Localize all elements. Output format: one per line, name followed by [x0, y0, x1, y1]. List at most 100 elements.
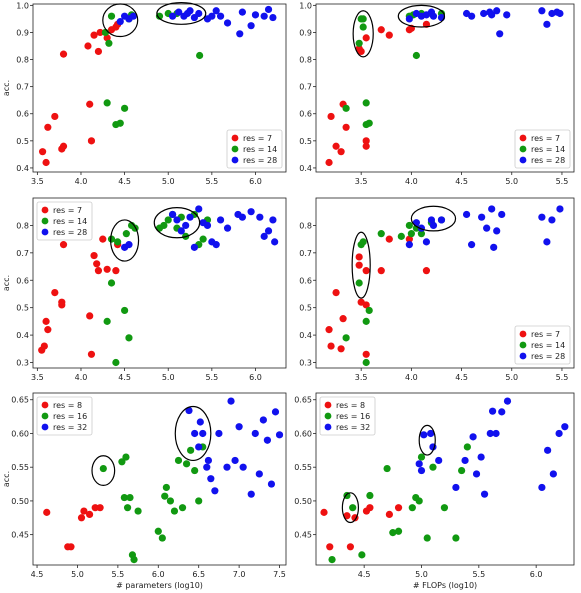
data-point [112, 358, 120, 367]
data-point [256, 213, 264, 221]
x-tick-label: 4.5 [118, 373, 131, 382]
data-point [264, 227, 273, 235]
data-point [260, 12, 268, 20]
data-point [412, 219, 420, 227]
data-point [42, 317, 50, 325]
legend-marker [519, 145, 527, 153]
x-tick-label: 4.5 [118, 177, 131, 186]
data-point [327, 112, 335, 121]
data-point [168, 12, 177, 20]
data-point [538, 7, 546, 15]
data-point [412, 224, 420, 232]
legend-marker [41, 206, 49, 214]
data-point [503, 397, 512, 405]
data-point [412, 51, 420, 60]
x-tick-label: 3.5 [31, 177, 44, 186]
data-point [543, 20, 551, 28]
x-tick-label: 6.0 [249, 177, 262, 186]
data-point [238, 8, 246, 16]
legend: res = 7 res = 14 res = 28 [514, 129, 571, 169]
data-point [239, 463, 247, 471]
data-point [452, 483, 460, 492]
data-point [196, 51, 204, 60]
data-point [158, 534, 166, 542]
data-point [346, 543, 354, 551]
data-point [51, 288, 59, 297]
data-point [325, 326, 333, 334]
data-point [118, 458, 126, 466]
data-point [174, 456, 183, 465]
data-point [538, 483, 546, 492]
data-point [99, 464, 107, 473]
highlight-ellipse [110, 219, 140, 262]
panel-2: 3.5 4.0 4.5 5.0 5.5 0.4 0.5 0.6 0.7 0.8 0.9 1.0 res … [299, 1, 575, 186]
highlight-ellipse [153, 206, 201, 239]
data-point [452, 534, 460, 542]
legend-marker [324, 401, 332, 409]
data-point [385, 510, 393, 519]
legend-label: res = 7 [531, 134, 560, 143]
legend-marker [41, 412, 49, 420]
x-tick-label: 5.0 [505, 373, 518, 382]
legend-box [36, 396, 93, 436]
data-point [480, 490, 489, 498]
y-tick-label: 0.65 [294, 396, 312, 405]
legend-box [226, 129, 283, 169]
data-point [332, 288, 340, 297]
data-point [107, 235, 116, 243]
data-point [477, 453, 485, 461]
legend-marker [41, 217, 49, 225]
data-point [415, 497, 423, 505]
data-point [320, 508, 328, 516]
data-point [170, 507, 179, 515]
x-tick-label: 5.5 [112, 570, 125, 579]
x-tick-label: 3.5 [355, 373, 368, 382]
legend-label: res = 14 [531, 145, 565, 154]
data-point [377, 267, 385, 275]
data-point [422, 267, 431, 275]
y-tick-label: 0.3 [299, 359, 312, 368]
data-point [125, 334, 133, 342]
legend-marker [519, 156, 527, 164]
data-point [342, 123, 350, 131]
data-point [161, 492, 169, 500]
data-point [405, 241, 413, 249]
data-point [362, 267, 370, 275]
data-point [59, 241, 68, 249]
data-point [359, 23, 367, 31]
x-tick-label: 5.0 [505, 177, 518, 186]
data-point [227, 397, 235, 405]
data-point [251, 11, 260, 19]
x-tick-label: 6.5 [192, 570, 205, 579]
data-point [339, 315, 347, 323]
x-tick-label: 4.0 [405, 177, 418, 186]
data-point [397, 232, 405, 240]
data-point [185, 406, 193, 415]
data-point [420, 431, 428, 439]
legend-label: res = 28 [243, 156, 277, 165]
y-tick-label: 0.60 [294, 429, 312, 438]
data-point [362, 34, 370, 42]
data-point [166, 497, 175, 505]
data-point [555, 429, 563, 438]
data-point [77, 514, 86, 522]
data-point [85, 510, 94, 519]
data-point [121, 104, 129, 112]
data-point [429, 221, 438, 230]
y-axis-label: acc. [2, 275, 11, 291]
data-point [342, 334, 350, 342]
data-point [168, 210, 177, 219]
y-tick-label: 0.4 [16, 164, 29, 173]
data-point [112, 267, 120, 275]
data-point [271, 408, 280, 416]
data-point [99, 235, 107, 243]
data-point [116, 119, 124, 127]
x-tick-label: 5.5 [556, 177, 569, 186]
data-point [362, 142, 370, 150]
data-point [187, 446, 195, 454]
data-point [103, 317, 111, 325]
data-point [483, 224, 491, 232]
data-point [93, 260, 101, 268]
data-point [114, 238, 122, 246]
